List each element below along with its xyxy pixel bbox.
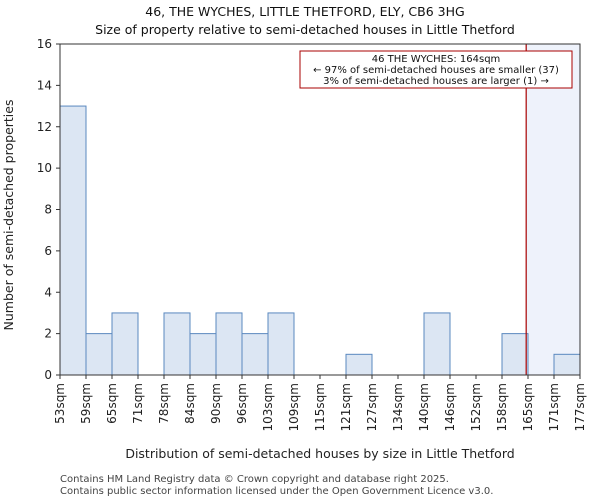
bar-171sqm: [553, 353, 581, 376]
annotation-line: 3% of semi-detached houses are larger (1…: [323, 76, 549, 87]
bar-121sqm: [345, 353, 373, 376]
footer-line-2: Contains public sector information licen…: [60, 486, 493, 497]
larger-region-shade: [526, 44, 580, 375]
x-tick-label: 165sqm: [521, 383, 535, 431]
footer-line-1: Contains HM Land Registry data © Crown c…: [60, 474, 449, 485]
x-tick-label: 71sqm: [131, 383, 145, 424]
y-tick-label: 12: [37, 120, 52, 134]
x-tick-label: 121sqm: [339, 383, 353, 431]
y-tick-label: 0: [44, 368, 52, 382]
bar-59sqm: [85, 333, 113, 376]
x-tick-label: 115sqm: [313, 383, 327, 431]
x-tick-label: 53sqm: [53, 383, 67, 424]
x-tick-label: 140sqm: [417, 383, 431, 431]
x-tick-label: 177sqm: [573, 383, 587, 431]
x-tick-label: 90sqm: [209, 383, 223, 424]
x-tick-label: 127sqm: [365, 383, 379, 431]
x-tick-label: 171sqm: [547, 383, 561, 431]
bar-78sqm: [163, 312, 191, 376]
x-tick-label: 152sqm: [469, 383, 483, 431]
bar-65sqm: [111, 312, 139, 376]
bar-158sqm: [501, 333, 529, 376]
x-tick-label: 65sqm: [105, 383, 119, 424]
bar-103sqm: [267, 312, 295, 376]
x-tick-label: 59sqm: [79, 383, 93, 424]
bar-140sqm: [423, 312, 451, 376]
bar-90sqm: [215, 312, 243, 376]
y-tick-label: 2: [44, 327, 52, 341]
chart-subtitle: Size of property relative to semi-detach…: [95, 22, 515, 37]
annotation-box: [299, 50, 573, 89]
bar-96sqm: [241, 333, 269, 376]
x-tick-label: 158sqm: [495, 383, 509, 431]
x-tick-label: 134sqm: [391, 383, 405, 431]
y-tick-label: 6: [44, 244, 52, 258]
x-tick-label: 109sqm: [287, 383, 301, 431]
y-tick-label: 8: [44, 203, 52, 217]
chart-title: 46, THE WYCHES, LITTLE THETFORD, ELY, CB…: [145, 4, 464, 19]
bar-53sqm: [59, 105, 87, 376]
x-tick-label: 84sqm: [183, 383, 197, 424]
annotation-line: 46 THE WYCHES: 164sqm: [372, 54, 501, 65]
bar-84sqm: [189, 333, 217, 376]
y-tick-label: 14: [37, 78, 52, 92]
x-axis-label: Distribution of semi-detached houses by …: [125, 446, 514, 461]
x-tick-label: 96sqm: [235, 383, 249, 424]
x-tick-label: 78sqm: [157, 383, 171, 424]
plot-area: 0 2 4 6 8 10 12 14 16 53sqm 59sqm 65sqm 71sqm 78sqm 84…: [37, 37, 587, 431]
y-tick-label: 10: [37, 161, 52, 175]
y-tick-label: 4: [44, 285, 52, 299]
x-tick-label: 146sqm: [443, 383, 457, 431]
x-tick-label: 103sqm: [261, 383, 275, 431]
y-axis-label: Number of semi-detached properties: [1, 100, 16, 331]
annotation-line: ← 97% of semi-detached houses are smalle…: [313, 65, 559, 76]
y-tick-label: 16: [37, 37, 52, 51]
